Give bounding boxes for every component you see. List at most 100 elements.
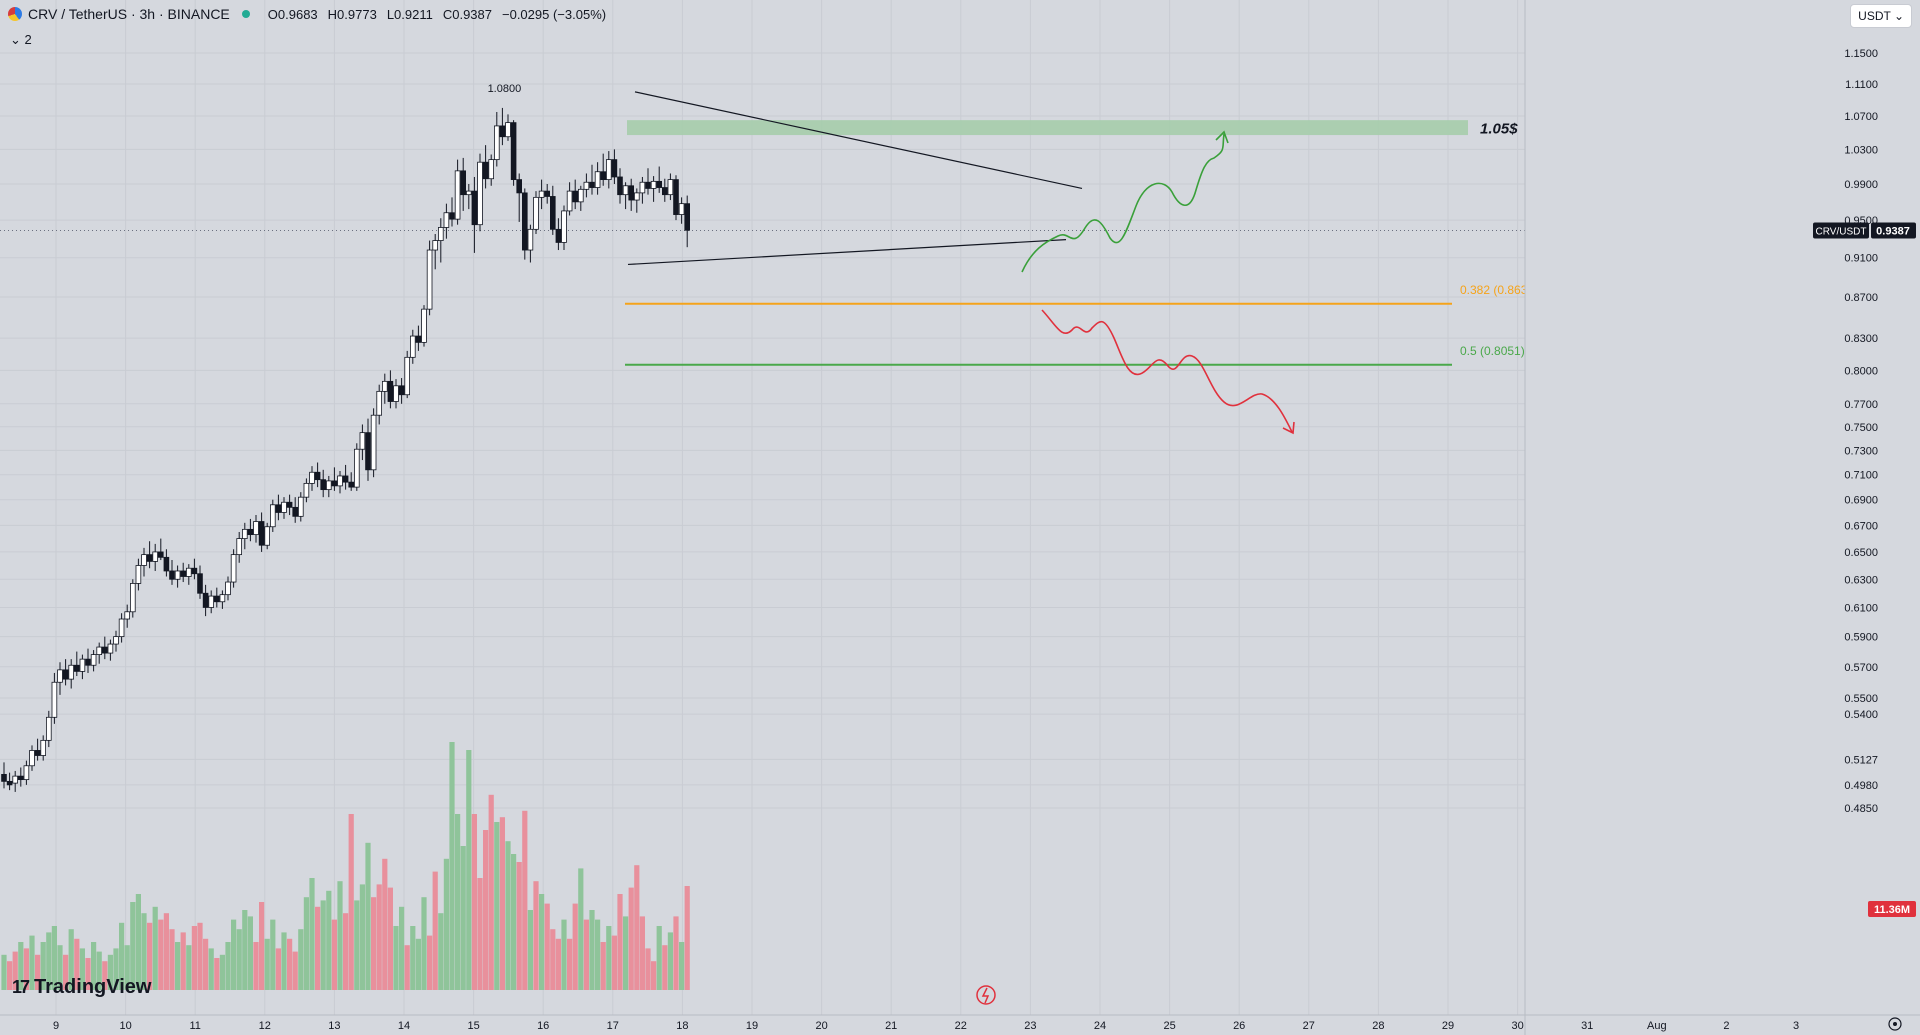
time-tick-label: 20 — [815, 1020, 827, 1032]
resistance-zone — [627, 120, 1468, 136]
high-price-label: 1.0800 — [488, 83, 522, 95]
volume-bar — [488, 794, 494, 990]
candle-up — [376, 390, 382, 416]
volume-bar — [113, 948, 119, 990]
volume-bar — [147, 922, 153, 990]
symbol-title[interactable]: CRV / TetherUS · 3h · BINANCE — [28, 6, 230, 22]
volume-bar — [427, 935, 433, 990]
price-tick-label: 1.0700 — [1844, 111, 1878, 123]
bearish-scenario-path — [1041, 309, 1293, 433]
candle-down — [62, 669, 69, 680]
volume-bar — [1, 954, 7, 990]
candle-down — [589, 181, 595, 188]
volume-bar — [399, 906, 405, 990]
volume-bar — [679, 942, 685, 990]
tradingview-logo[interactable]: 17 TradingView — [12, 976, 151, 999]
candle-up — [622, 185, 629, 196]
price-tick-label: 0.4850 — [1844, 803, 1878, 815]
volume-bar — [516, 862, 522, 990]
candle-down — [331, 480, 338, 487]
candle-up — [12, 775, 19, 784]
candle-up — [337, 475, 343, 487]
volume-bar — [550, 929, 556, 990]
volume-bar — [365, 842, 371, 990]
price-tick-label: 0.5127 — [1844, 754, 1878, 766]
time-tick-label: 19 — [746, 1020, 758, 1032]
candle-down — [202, 592, 209, 608]
volume-bar — [331, 919, 337, 990]
volume-bar — [259, 902, 265, 990]
volume-bar — [561, 919, 567, 990]
volume-bar — [645, 948, 651, 990]
candle-up — [477, 161, 483, 226]
last-price-tag-background — [1871, 222, 1916, 239]
volume-bar — [382, 858, 388, 990]
volume-bar — [320, 900, 326, 990]
price-tick-label: 0.6100 — [1844, 602, 1878, 614]
candle-up — [381, 380, 388, 392]
candle-up — [253, 521, 259, 536]
settings-icon — [1888, 1017, 1902, 1031]
volume-bar — [35, 954, 41, 990]
ohlc-high: H0.9773 — [327, 6, 377, 22]
volume-bar — [18, 942, 24, 990]
candle-up — [409, 335, 416, 358]
volume-bar — [455, 814, 461, 990]
drawings-under — [0, 120, 1525, 366]
volume-bar — [432, 871, 438, 990]
time-tick-label: 2 — [1723, 1020, 1729, 1032]
candle-up — [269, 504, 276, 528]
candle-down — [6, 780, 13, 786]
time-tick-label: 9 — [53, 1020, 59, 1032]
candle-down — [510, 122, 517, 181]
volume-bar — [623, 916, 629, 990]
time-tick-label: 22 — [955, 1020, 967, 1032]
indicator-toggle[interactable]: ⌄ 2 — [10, 32, 32, 47]
candle-up — [135, 565, 142, 584]
volume-bar — [634, 865, 640, 990]
candle-up — [454, 170, 461, 220]
last-price-tag: 0.9387 — [1876, 226, 1910, 238]
volume-bar — [443, 858, 449, 990]
volume-bar — [46, 932, 52, 990]
volume-bar — [404, 945, 410, 990]
candle-down — [146, 554, 153, 562]
price-tick-label: 1.0300 — [1844, 144, 1878, 156]
price-tick-label: 0.9100 — [1844, 253, 1878, 265]
time-tick-label: 27 — [1303, 1020, 1315, 1032]
candle-up — [359, 432, 366, 450]
tradingview-logo-icon: 17 — [12, 977, 30, 997]
volume-bar — [197, 922, 203, 990]
volume-bar — [438, 913, 444, 990]
price-tick-label: 1.1100 — [1845, 79, 1878, 91]
volume-bar — [242, 910, 248, 990]
candle-down — [449, 212, 455, 220]
candles — [1, 107, 690, 792]
candle-up — [578, 188, 584, 203]
triangle-lower-trendline — [627, 239, 1067, 266]
candle-up — [426, 249, 433, 310]
candle-up — [606, 159, 612, 181]
price-tick-label: 0.5500 — [1844, 693, 1878, 705]
candle-up — [432, 240, 438, 251]
price-tick-label: 0.7100 — [1844, 470, 1878, 482]
fib-level-label: 0.382 (0.8633) — [1460, 283, 1538, 297]
candle-down — [275, 504, 282, 513]
currency-selector[interactable]: USDT ⌄ — [1850, 4, 1912, 28]
volume-bar — [600, 942, 606, 990]
volume-bar — [298, 929, 304, 990]
volume-bar — [522, 810, 528, 990]
time-tick-label: Aug — [1647, 1020, 1667, 1032]
volume-bar — [7, 961, 13, 990]
volume-bar — [158, 919, 164, 990]
volume-bar — [410, 926, 416, 990]
candle-up — [505, 122, 511, 138]
volume-tag: 11.36M — [1874, 904, 1910, 916]
candle-down — [611, 159, 618, 178]
price-tick-label: 0.5900 — [1844, 632, 1878, 644]
candle-up — [90, 654, 97, 666]
volume-bar — [483, 830, 489, 990]
volume-bar — [253, 942, 259, 990]
volume-bar — [421, 897, 427, 990]
